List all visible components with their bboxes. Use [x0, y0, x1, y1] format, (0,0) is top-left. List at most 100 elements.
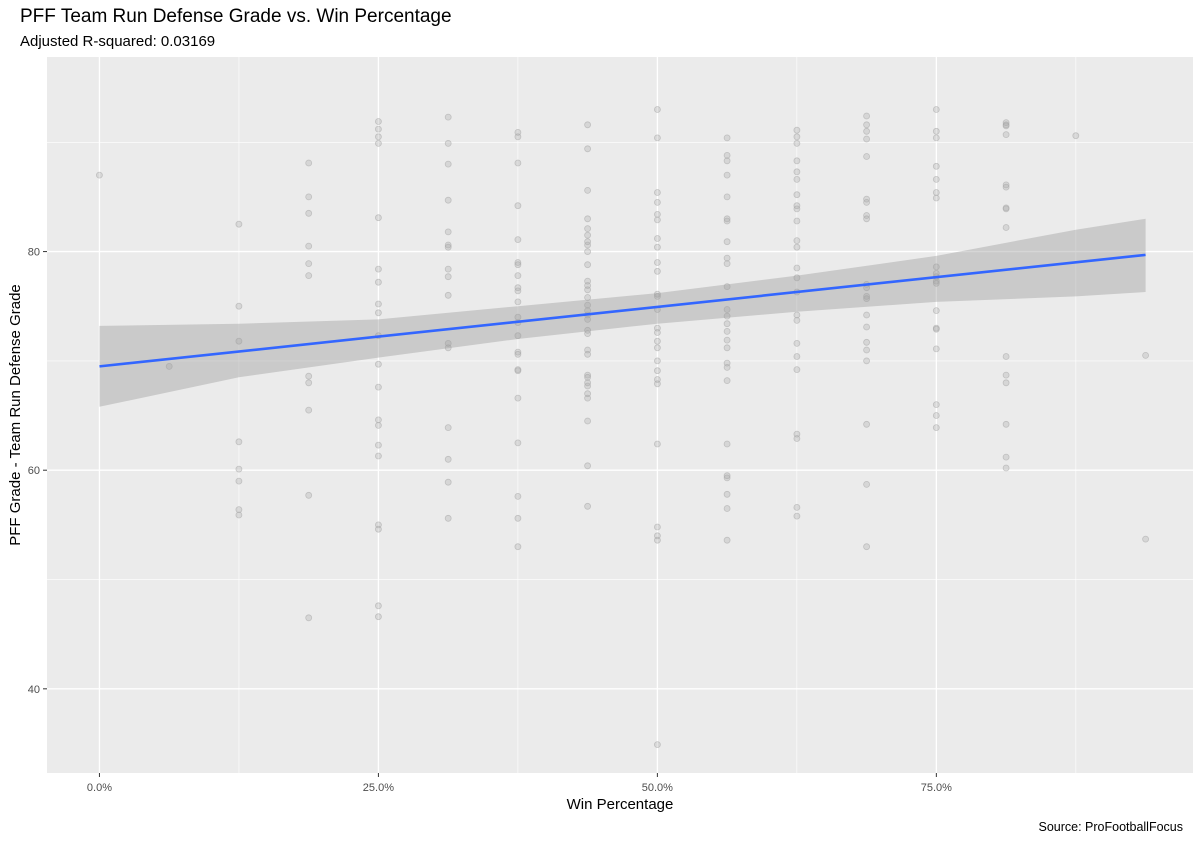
data-point [1002, 122, 1010, 130]
data-point [165, 362, 173, 370]
data-point [584, 315, 591, 323]
data-point [793, 264, 801, 272]
data-point [584, 261, 591, 269]
data-point [793, 311, 801, 319]
data-point [723, 327, 731, 335]
data-point [863, 311, 870, 319]
data-point [374, 383, 382, 391]
data-point [305, 242, 313, 250]
data-point [654, 243, 661, 251]
data-point [723, 193, 731, 201]
data-point [584, 350, 591, 358]
data-point [793, 205, 801, 213]
data-point [584, 294, 591, 301]
chart-title: PFF Team Run Defense Grade vs. Win Perce… [20, 6, 452, 27]
data-point [793, 217, 801, 225]
data-point [444, 160, 452, 168]
data-point [723, 312, 731, 320]
data-point [654, 329, 661, 336]
data-point [654, 337, 661, 345]
data-point [654, 344, 661, 352]
data-point [584, 373, 591, 381]
data-point [932, 345, 940, 353]
data-point [584, 502, 591, 510]
data-point [305, 614, 313, 622]
y-axis-tick-labels: 40 60 80 [28, 247, 40, 696]
data-point [932, 162, 940, 170]
data-point [654, 106, 661, 113]
data-point [932, 279, 940, 287]
data-point [932, 424, 940, 432]
data-point [723, 171, 731, 179]
data-point [654, 440, 661, 448]
data-point [444, 139, 452, 147]
x-tick-label: 25.0% [363, 782, 394, 794]
data-point [235, 477, 243, 485]
data-point [793, 157, 801, 165]
data-point [514, 202, 522, 210]
data-point [235, 438, 243, 446]
data-point [514, 272, 522, 280]
confidence-ribbon [99, 218, 1146, 407]
data-point [305, 372, 313, 380]
data-point [863, 480, 870, 488]
data-point [584, 394, 591, 402]
data-point [584, 382, 591, 390]
data-point [374, 525, 382, 533]
data-point [654, 189, 661, 196]
data-point [514, 298, 522, 306]
data-point [584, 215, 591, 223]
data-point [723, 344, 731, 352]
data-point [374, 133, 382, 141]
data-point [1002, 371, 1010, 379]
data-point [1002, 379, 1010, 387]
data-point [1142, 351, 1149, 359]
data-point [374, 421, 382, 429]
data-point [514, 514, 522, 522]
data-point [584, 241, 591, 249]
data-point [514, 439, 522, 447]
data-point [654, 216, 661, 224]
data-point [584, 225, 591, 233]
data-point [584, 286, 591, 294]
data-point [584, 121, 591, 129]
data-point [374, 139, 382, 147]
data-point [723, 536, 731, 544]
data-point [374, 214, 382, 222]
data-point [1072, 132, 1080, 140]
data-point [444, 241, 452, 249]
data-point [863, 198, 870, 206]
data-point [654, 741, 661, 748]
data-point [654, 367, 661, 375]
data-point [863, 295, 870, 303]
data-point [374, 602, 382, 610]
data-point [654, 267, 661, 275]
data-point [793, 353, 801, 360]
data-point [374, 416, 382, 424]
data-point [1002, 353, 1010, 360]
data-point [932, 127, 940, 135]
data-point [793, 168, 801, 176]
data-point [863, 338, 870, 346]
data-point [1002, 181, 1010, 189]
data-point [932, 194, 940, 202]
data-point [374, 300, 382, 308]
data-point [584, 186, 591, 194]
data-point [1002, 453, 1010, 461]
data-point [1142, 535, 1149, 543]
data-point [932, 134, 940, 142]
data-point [514, 259, 522, 266]
data-point [863, 121, 870, 129]
data-point [584, 371, 591, 379]
data-point [723, 254, 731, 262]
data-point [235, 220, 243, 228]
data-point [444, 424, 452, 432]
data-point [723, 151, 731, 159]
data-point [793, 316, 801, 324]
data-point [723, 472, 731, 480]
data-point [793, 191, 801, 199]
data-point [374, 309, 382, 317]
data-point [514, 543, 522, 551]
data-point [305, 491, 313, 499]
data-point [932, 325, 940, 333]
